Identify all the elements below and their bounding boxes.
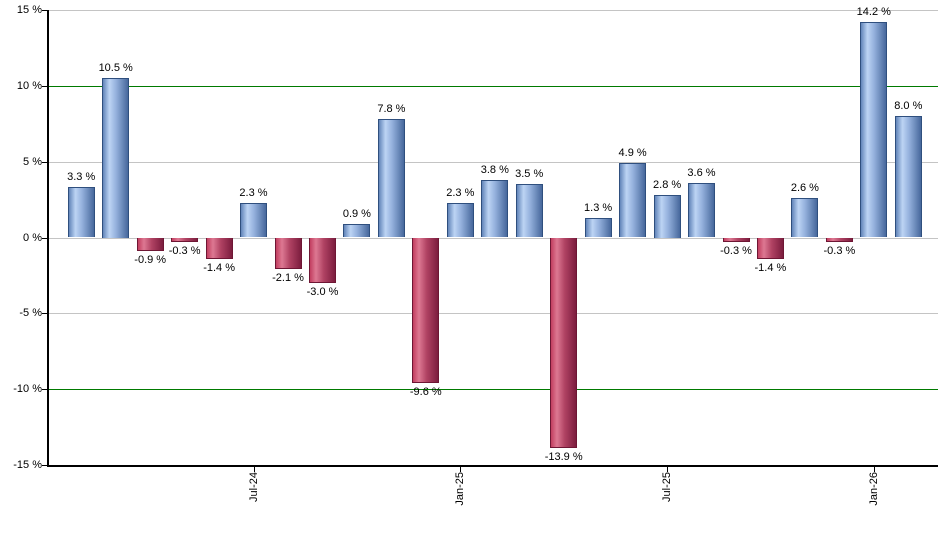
bar-value-label-2: -0.9 % [134,254,167,267]
y-axis-label-10pct: 10 % [16,80,42,92]
bar-24 [894,116,922,238]
gridline--5pct [48,313,938,314]
bar-19 [722,237,750,242]
bar-3 [171,237,199,242]
y-axis-label-15pct: 15 % [16,4,42,16]
bar-6 [274,237,302,270]
bar-value-label-1: 10.5 % [98,62,133,75]
bar-7 [309,237,336,283]
y-axis-label--15pct: -15 % [13,459,42,471]
x-axis-tick-jul-24 [253,466,255,472]
y-axis-tick-5pct [42,162,47,163]
bar-1 [102,78,130,238]
bar-21 [791,198,819,238]
bar-value-label-9: 7.8 % [377,103,406,116]
y-axis-label--5pct: -5 % [19,307,42,319]
gridline-5pct [48,162,938,163]
y-axis-tick--10pct [42,389,47,390]
bar-18 [688,182,715,238]
bar-2 [136,237,164,252]
bar-5 [240,202,267,238]
bar-value-label-24: 8.0 % [894,100,923,113]
bar-value-label-13: 3.5 % [515,168,544,181]
bar-value-label-20: -1.4 % [754,261,787,274]
bar-17 [653,195,681,238]
y-axis-label-0pct: 0 % [23,232,42,244]
gridline-0pct [48,238,938,239]
bar-value-label-8: 0.9 % [342,207,371,220]
bar-value-label-12: 3.8 % [480,163,509,176]
bar-value-label-0: 3.3 % [67,171,96,184]
bar-20 [756,237,784,259]
y-axis-tick-15pct [42,10,47,11]
bar-value-label-14: -13.9 % [544,451,583,464]
gridline-15pct [48,10,938,11]
bar-value-label-5: 2.3 % [239,186,268,199]
bar-16 [619,163,647,238]
y-axis [47,10,49,467]
x-axis-label-jan-26: Jan-26 [867,472,880,506]
bar-22 [825,237,853,242]
bar-11 [446,202,474,238]
x-axis-tick-jan-26 [873,466,875,472]
bar-value-label-18: 3.6 % [687,166,716,179]
y-axis-tick--5pct [42,313,47,314]
x-axis-label-jul-25: Jul-25 [661,472,674,502]
bar-10 [412,237,440,384]
bar-value-label-16: 4.9 % [618,147,647,160]
bar-value-label-15: 1.3 % [584,201,613,214]
y-axis-label-5pct: 5 % [23,156,42,168]
x-axis [47,465,938,467]
bar-value-label-19: -0.3 % [720,245,752,258]
bar-value-label-6: -2.1 % [272,272,304,285]
y-axis-tick-10pct [42,86,47,87]
bar-value-label-11: 2.3 % [446,186,475,199]
bar-9 [377,119,405,238]
x-axis-tick-jan-25 [460,466,462,472]
highlight-gridline--10pct [48,389,938,390]
bar-value-label-7: -3.0 % [306,286,339,298]
y-axis-tick-0pct [42,238,47,239]
bar-4 [205,237,233,259]
bar-value-label-21: 2.6 % [790,182,819,195]
bar-14 [550,237,578,449]
bar-value-label-22: -0.3 % [823,245,856,258]
bar-13 [515,184,543,238]
bar-12 [481,179,509,238]
bar-value-label-23: 14.2 % [856,6,891,19]
x-axis-tick-jul-25 [667,466,669,472]
bar-value-label-10: -9.6 % [409,386,442,399]
bar-23 [860,22,888,238]
bar-value-label-3: -0.3 % [168,245,201,258]
bar-value-label-17: 2.8 % [653,179,682,191]
y-axis-tick--15pct [42,465,47,466]
x-axis-label-jan-25: Jan-25 [454,472,467,506]
highlight-gridline-10pct [48,86,938,87]
bar-value-label-4: -1.4 % [203,261,235,274]
bar-0 [67,187,95,238]
y-axis-label--10pct: -10 % [13,383,42,395]
bar-15 [584,217,612,238]
x-axis-label-jul-24: Jul-24 [247,472,260,502]
bar-8 [343,223,371,238]
